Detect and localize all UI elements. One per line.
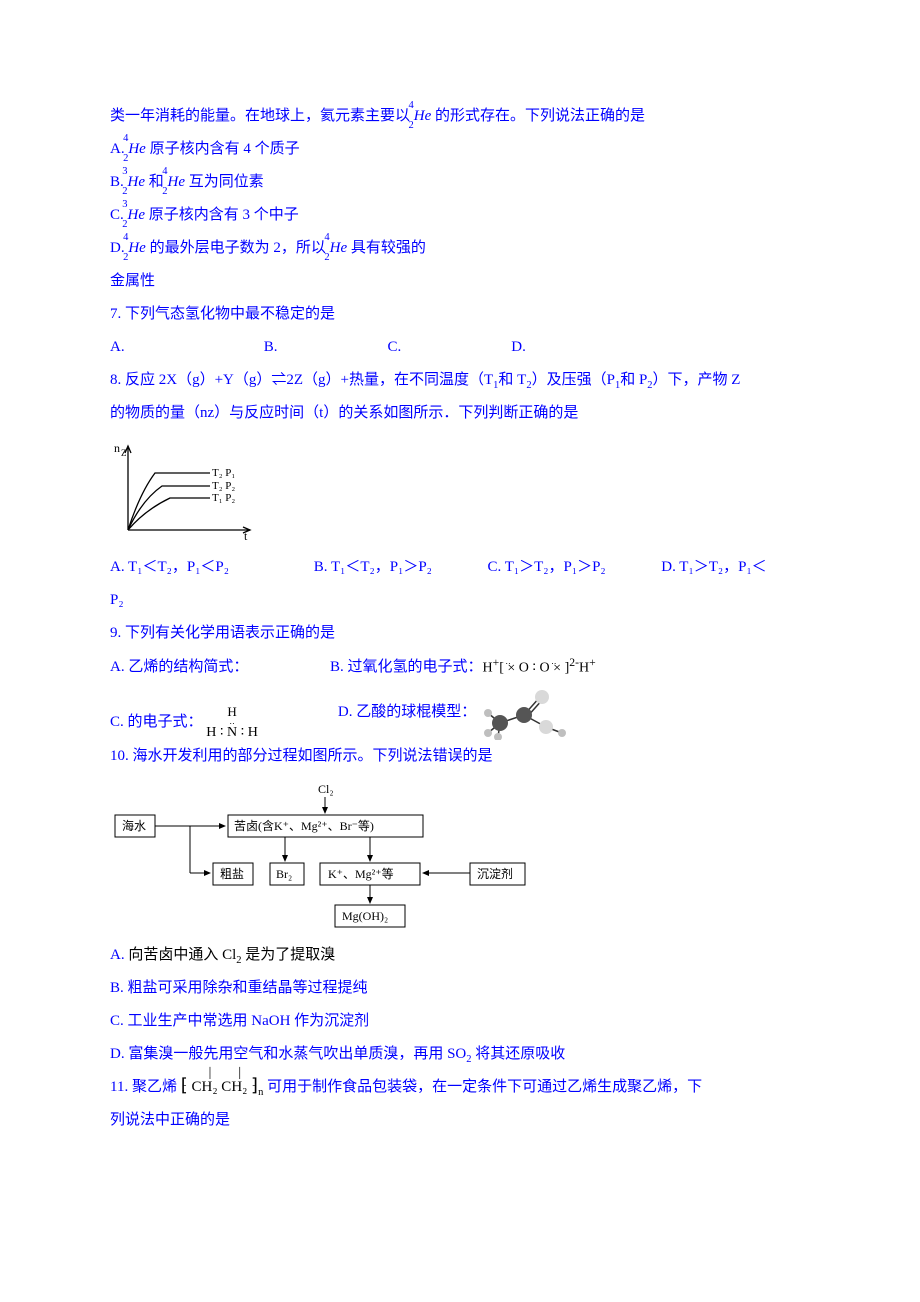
nuclide-he4-d1: 4 2 He: [128, 232, 146, 265]
q6-opt-c: C. 3 2 He 原子核内含有 3 个中子: [110, 199, 446, 232]
q8-stem-line1: 8. 反应 2X（g）+Y（g）⇌2Z（g）+热量，在不同温度（T1和 T2）及…: [110, 364, 810, 397]
q8-options: A. T₁＜T₂，P₁＜P₂ B. T₁＜T₂，P₁＞P₂ C. T₁＞T₂，P…: [110, 551, 810, 584]
q6-opt-a: A. 4 2 He 原子核内含有 4 个质子: [110, 133, 446, 166]
q7-opt-a: A.: [110, 331, 260, 364]
q9-opt-d: D. 乙酸的球棍模型：: [338, 685, 570, 740]
q7-opt-c: C.: [388, 331, 508, 364]
nuclide-he3-c: 3 2 He: [128, 199, 146, 232]
svg-text:海水: 海水: [122, 818, 146, 833]
nuclide-he4: 4 2 He: [414, 100, 432, 133]
q6-options-row2: C. 3 2 He 原子核内含有 3 个中子 D. 4 2 He 的最外层电子数…: [110, 199, 810, 265]
svg-text:沉淀剂: 沉淀剂: [477, 866, 513, 881]
q8-opt-d-tail: P₂: [110, 584, 810, 617]
q8-stem-line2: 的物质的量（nz）与反应时间（t）的关系如图所示．下列判断正确的是: [110, 397, 810, 430]
nuclide-he3-b: 3 2 He: [128, 166, 146, 199]
q6-lead: 类一年消耗的能量。在地球上，氦元素主要以 4 2 He 的形式存在。下列说法正确…: [110, 100, 810, 133]
q9-opt-b: B. 过氧化氢的电子式：: [330, 651, 483, 684]
q7-opt-d: D.: [511, 331, 591, 364]
svg-text:Mg(OH)₂: Mg(OH)₂: [342, 909, 388, 923]
q11-polymer-formula: ⁅ CH│₂ CH│₂ ⁆n: [181, 1076, 264, 1099]
q7-opt-b: B.: [264, 331, 384, 364]
nuclide-he4-b: 4 2 He: [168, 166, 186, 199]
q9-opt-c: C. 的电子式： H ‥ H ∶ N ∶ H: [110, 705, 258, 740]
svg-text:T₂ P₂: T₂ P₂: [212, 480, 235, 492]
nuclide-he4-d2: 4 2 He: [330, 232, 348, 265]
q9-c-formula: H ‥ H ∶ N ∶ H: [206, 705, 258, 740]
q9-stem: 9. 下列有关化学用语表示正确的是: [110, 617, 810, 650]
q11-stem-line1: 11. 聚乙烯 ⁅ CH│₂ CH│₂ ⁆n 可用于制作食品包装袋，在一定条件下…: [110, 1071, 810, 1104]
q6-opt-b: B. 3 2 He 和 4 2 He 互为同位素: [110, 166, 446, 199]
q6-options-row1: A. 4 2 He 原子核内含有 4 个质子 B. 3 2 He 和 4 2 H…: [110, 133, 810, 199]
svg-text:Br₂: Br₂: [276, 867, 292, 881]
q9-row-cd: C. 的电子式： H ‥ H ∶ N ∶ H D. 乙酸的球棍模型：: [110, 685, 810, 740]
svg-text:T₁ P₂: T₁ P₂: [212, 492, 235, 504]
q9-ball-stick-icon: [480, 685, 570, 740]
q10-opt-c: C. 工业生产中常选用 NaOH 作为沉淀剂: [110, 1005, 810, 1038]
q6-opt-d: D. 4 2 He 的最外层电子数为 2，所以 4 2 He 具有较强的: [110, 232, 446, 265]
svg-text:n: n: [114, 441, 120, 455]
q10-stem: 10. 海水开发利用的部分过程如图所示。下列说法错误的是: [110, 740, 810, 773]
q7-stem: 7. 下列气态氢化物中最不稳定的是: [110, 298, 810, 331]
q8-opt-b: B. T₁＜T₂，P₁＞P₂: [314, 551, 484, 584]
q10-opt-a: A. 向苦卤中通入 Cl2 是为了提取溴: [110, 939, 810, 972]
svg-text:T₂ P₁: T₂ P₁: [212, 467, 235, 479]
q8-opt-d: D. T₁＞T₂，P₁＜: [661, 559, 766, 575]
svg-text:粗盐: 粗盐: [220, 867, 244, 881]
q6-opt-d-tail: 金属性: [110, 265, 810, 298]
q6-lead-text: 类一年消耗的能量。在地球上，氦元素主要以: [110, 108, 410, 124]
q9-row-ab: A. 乙烯的结构简式： B. 过氧化氢的电子式： H+[ ×‥ O ∶ O ×‥…: [110, 650, 810, 684]
q11-stem-line2: 列说法中正确的是: [110, 1104, 810, 1137]
q9-opt-a: A. 乙烯的结构简式：: [110, 651, 330, 684]
q10-opt-d: D. 富集溴一般先用空气和水蒸气吹出单质溴，再用 SO2 将其还原吸收: [110, 1038, 810, 1071]
q10-opt-b: B. 粗盐可采用除杂和重结晶等过程提纯: [110, 972, 810, 1005]
q8-opt-c: C. T₁＞T₂，P₁＞P₂: [488, 551, 658, 584]
q8-opt-a: A. T₁＜T₂，P₁＜P₂: [110, 551, 310, 584]
q6-lead-tail: 的形式存在。下列说法正确的是: [435, 108, 645, 124]
svg-text:Cl₂: Cl₂: [318, 782, 334, 796]
q9-b-formula: H+[ ×‥ O ∶ O ×‥ ]2-H+: [483, 650, 596, 684]
nuclide-he4-a: 4 2 He: [128, 133, 146, 166]
q10-flowchart: Cl₂ 海水 苦卤(含K⁺、Mg²⁺、Br⁻等) 粗盐 Br₂ K⁺、Mg²⁺等…: [110, 781, 550, 931]
svg-text:Z: Z: [121, 448, 127, 458]
svg-text:苦卤(含K⁺、Mg²⁺、Br⁻等): 苦卤(含K⁺、Mg²⁺、Br⁻等): [234, 818, 374, 833]
q7-options: A. B. C. D.: [110, 331, 810, 364]
svg-text:K⁺、Mg²⁺等: K⁺、Mg²⁺等: [328, 867, 394, 881]
q8-chart: n Z t T₂ P₁ T₂ P₂ T₁ P₂: [110, 438, 260, 543]
